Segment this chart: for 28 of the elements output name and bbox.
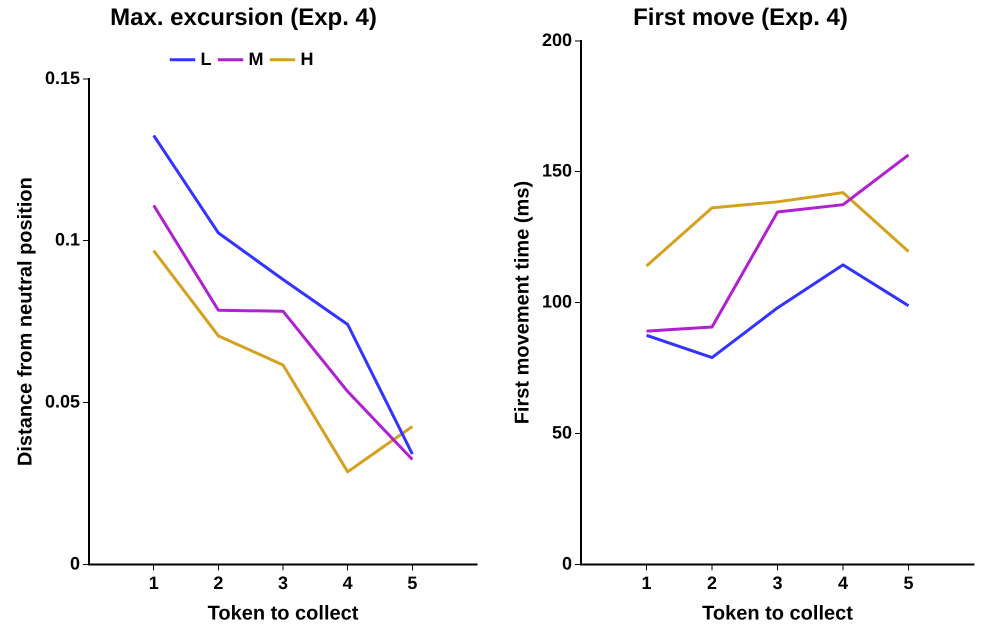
x-tick-label: 2: [213, 573, 224, 594]
x-tick-label: 4: [838, 573, 848, 594]
x-tick-label: 1: [642, 573, 652, 594]
x-axis-title: Token to collect: [702, 602, 854, 625]
y-tick-label: 0.05: [44, 392, 80, 412]
y-tick-label: 0: [70, 553, 80, 574]
y-tick-label: 150: [542, 160, 572, 181]
y-tick-label: 0.15: [44, 68, 80, 88]
legend-label: M: [248, 48, 264, 69]
x-tick-label: 5: [904, 573, 914, 594]
y-tick-label: 0: [562, 553, 572, 574]
y-tick-label: 0.1: [55, 230, 80, 250]
legend-label: H: [300, 48, 314, 69]
legend-label: L: [200, 48, 212, 69]
x-axis-title: Token to collect: [208, 602, 359, 625]
x-tick-label: 4: [342, 573, 353, 594]
y-axis-title: First movement time (ms): [512, 180, 534, 424]
y-axis-title: Distance from neutral position: [14, 177, 37, 466]
x-tick-label: 5: [407, 573, 418, 594]
y-tick-label: 200: [542, 30, 572, 50]
chart-title: First move (Exp. 4): [633, 4, 848, 32]
x-tick-label: 3: [772, 573, 783, 594]
x-tick-label: 1: [148, 573, 159, 594]
x-tick-label: 2: [707, 573, 718, 594]
y-tick-label: 100: [542, 292, 572, 312]
y-tick-label: 50: [552, 422, 572, 442]
chart-title: Max. excursion (Exp. 4): [110, 4, 377, 32]
x-tick-label: 3: [278, 573, 288, 594]
